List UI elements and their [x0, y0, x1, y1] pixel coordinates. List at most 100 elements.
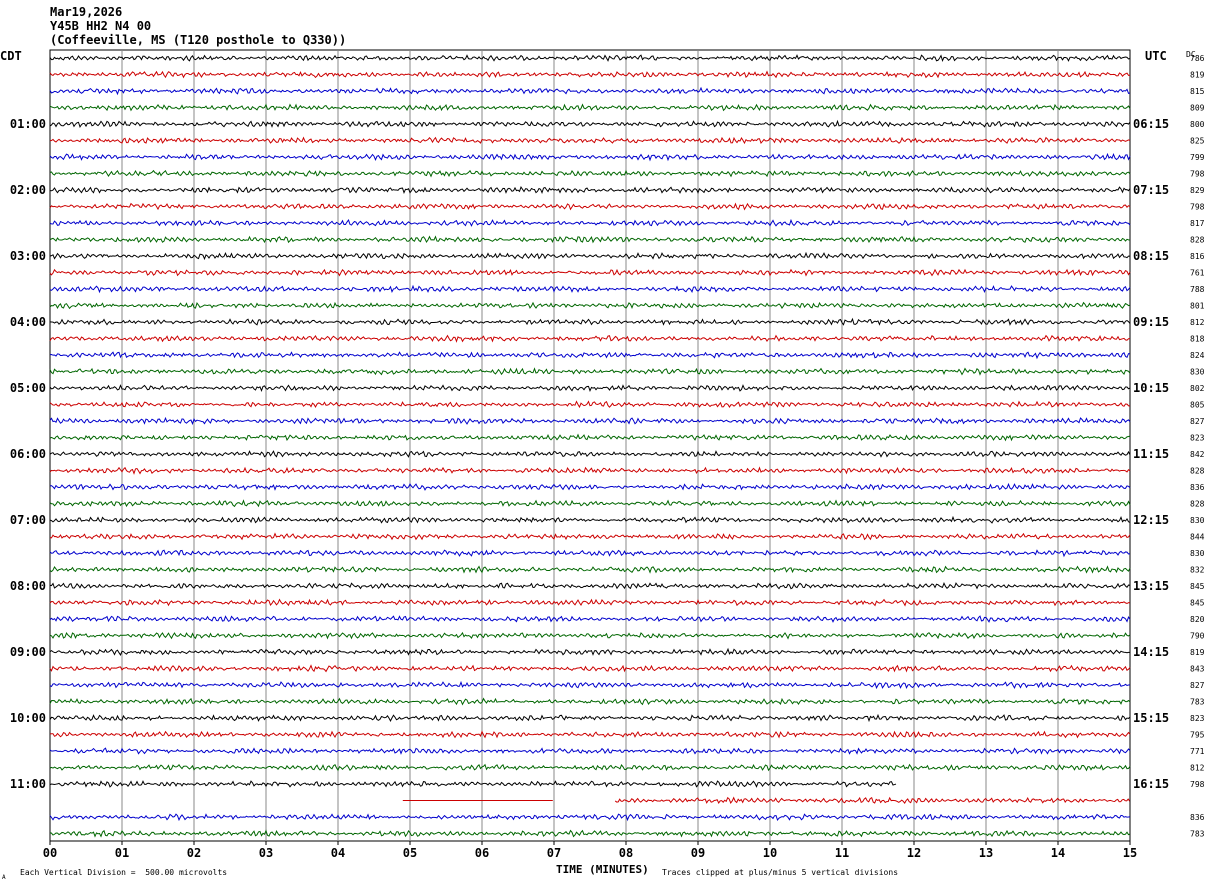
dc-offset-label: 819: [1190, 71, 1205, 80]
dc-offset-label: 830: [1190, 516, 1205, 525]
dc-offset-label: 828: [1190, 236, 1205, 245]
x-tick-label: 07: [547, 846, 561, 860]
dc-offset-label: 830: [1190, 368, 1205, 377]
left-hour-label: 02:00: [10, 183, 46, 197]
trace-row-35: [49, 631, 1131, 640]
trace-row-3: [49, 103, 1131, 112]
dc-offset-label: 795: [1190, 731, 1205, 740]
header-location: (Coffeeville, MS (T120 posthole to Q330)…: [50, 33, 347, 47]
dc-offset-label: 830: [1190, 549, 1205, 558]
trace-row-32: [49, 581, 1131, 590]
trace-row-25: [49, 466, 1131, 475]
dc-offset-label: 805: [1190, 401, 1205, 410]
trace-row-40: [49, 713, 1131, 723]
trace-row-38: [49, 680, 1131, 690]
trace-row-47: [49, 829, 1131, 838]
dc-column-label: DC: [1186, 50, 1196, 59]
dc-offset-label: 801: [1190, 302, 1205, 311]
x-tick-label: 05: [403, 846, 417, 860]
dc-offset-label: 832: [1190, 566, 1205, 575]
x-tick-label: 10: [763, 846, 777, 860]
trace-row-14: [49, 284, 1131, 294]
dc-offset-label: 820: [1190, 615, 1205, 624]
x-tick-label: 00: [43, 846, 57, 860]
right-hour-label: 16:15: [1133, 777, 1169, 791]
trace-row-45-seg-1: [614, 796, 1131, 805]
trace-row-27: [49, 499, 1131, 508]
left-hour-label: 08:00: [10, 579, 46, 593]
trace-row-7: [49, 169, 1131, 178]
dc-offset-label: 827: [1190, 417, 1205, 426]
trace-row-43: [49, 763, 1131, 772]
trace-row-12: [49, 251, 1131, 261]
plot-frame: [49, 49, 1131, 842]
dc-offset-label: 790: [1190, 632, 1205, 641]
trace-row-0: [49, 54, 1131, 62]
right-timezone-label: UTC: [1145, 49, 1167, 63]
trace-row-1: [49, 70, 1131, 79]
dc-offset-label: 836: [1190, 813, 1205, 822]
trace-row-13: [49, 268, 1131, 277]
trace-row-37: [49, 664, 1131, 673]
trace-row-6: [49, 152, 1131, 162]
right-hour-label: 13:15: [1133, 579, 1169, 593]
dc-offset-label: 844: [1190, 533, 1205, 542]
trace-row-28: [49, 515, 1131, 524]
dc-offset-label: 798: [1190, 170, 1205, 179]
dc-offset-label: 829: [1190, 186, 1205, 195]
x-tick-label: 12: [907, 846, 921, 860]
dc-offset-label: 842: [1190, 450, 1205, 459]
trace-row-31: [49, 565, 1131, 574]
right-hour-label: 10:15: [1133, 381, 1169, 395]
corner-mark: A: [2, 874, 6, 881]
right-hour-label: 15:15: [1133, 711, 1169, 725]
trace-row-9: [49, 202, 1131, 211]
header-date: Mar19,2026: [50, 5, 123, 19]
dc-offset-label: 783: [1190, 830, 1205, 839]
trace-row-33: [49, 598, 1131, 607]
dc-offset-label: 812: [1190, 318, 1205, 327]
trace-row-34: [49, 615, 1131, 623]
dc-offset-label: 786: [1190, 54, 1205, 63]
x-tick-labels: 00 01 02 03 04 05 06 07 08 09 10 11 12 13 14 15: [43, 841, 1137, 860]
dc-offset-label: 799: [1190, 153, 1205, 162]
left-timezone-label: CDT: [0, 49, 22, 63]
scale-note: Each Vertical Division = 500.00 microvol…: [20, 868, 227, 877]
dc-offset-label: 836: [1190, 483, 1205, 492]
dc-offset-label: 818: [1190, 335, 1205, 344]
trace-row-46: [49, 813, 1131, 822]
right-hour-label: 07:15: [1133, 183, 1169, 197]
trace-row-21: [49, 400, 1131, 409]
header-station: Y45B HH2 N4 00: [50, 19, 152, 33]
dc-offset-label: 798: [1190, 780, 1205, 789]
left-hour-label: 07:00: [10, 513, 46, 527]
left-hour-label: 01:00: [10, 117, 46, 131]
trace-row-17: [49, 334, 1131, 343]
trace-row-36: [49, 647, 1131, 657]
dc-offset-label: 802: [1190, 384, 1205, 393]
right-hour-label: 12:15: [1133, 513, 1169, 527]
left-hour-label: 03:00: [10, 249, 46, 263]
chart-grid: [49, 49, 1131, 842]
x-tick-label: 13: [979, 846, 993, 860]
right-hour-label: 09:15: [1133, 315, 1169, 329]
x-axis-title: TIME (MINUTES): [556, 863, 649, 876]
left-hour-label: 09:00: [10, 645, 46, 659]
dc-offset-label: 816: [1190, 252, 1205, 261]
clip-note: Traces clipped at plus/minus 5 vertical …: [662, 868, 898, 877]
right-hour-label: 06:15: [1133, 117, 1169, 131]
dc-offset-label: 788: [1190, 285, 1205, 294]
dc-offset-labels: 786 819 815 809 800 825 799 798 829 798 817 828 816 7…: [1190, 54, 1205, 839]
x-tick-label: 14: [1051, 846, 1065, 860]
x-tick-label: 11: [835, 846, 849, 860]
x-tick-label: 06: [475, 846, 489, 860]
dc-offset-label: 823: [1190, 714, 1205, 723]
x-tick-label: 02: [187, 846, 201, 860]
left-hour-label: 11:00: [10, 777, 46, 791]
trace-row-24: [49, 450, 1131, 458]
trace-row-19: [49, 367, 1131, 376]
dc-offset-label: 817: [1190, 219, 1205, 228]
dc-offset-label: 828: [1190, 500, 1205, 509]
dc-offset-label: 819: [1190, 648, 1205, 657]
trace-row-30: [49, 549, 1131, 558]
